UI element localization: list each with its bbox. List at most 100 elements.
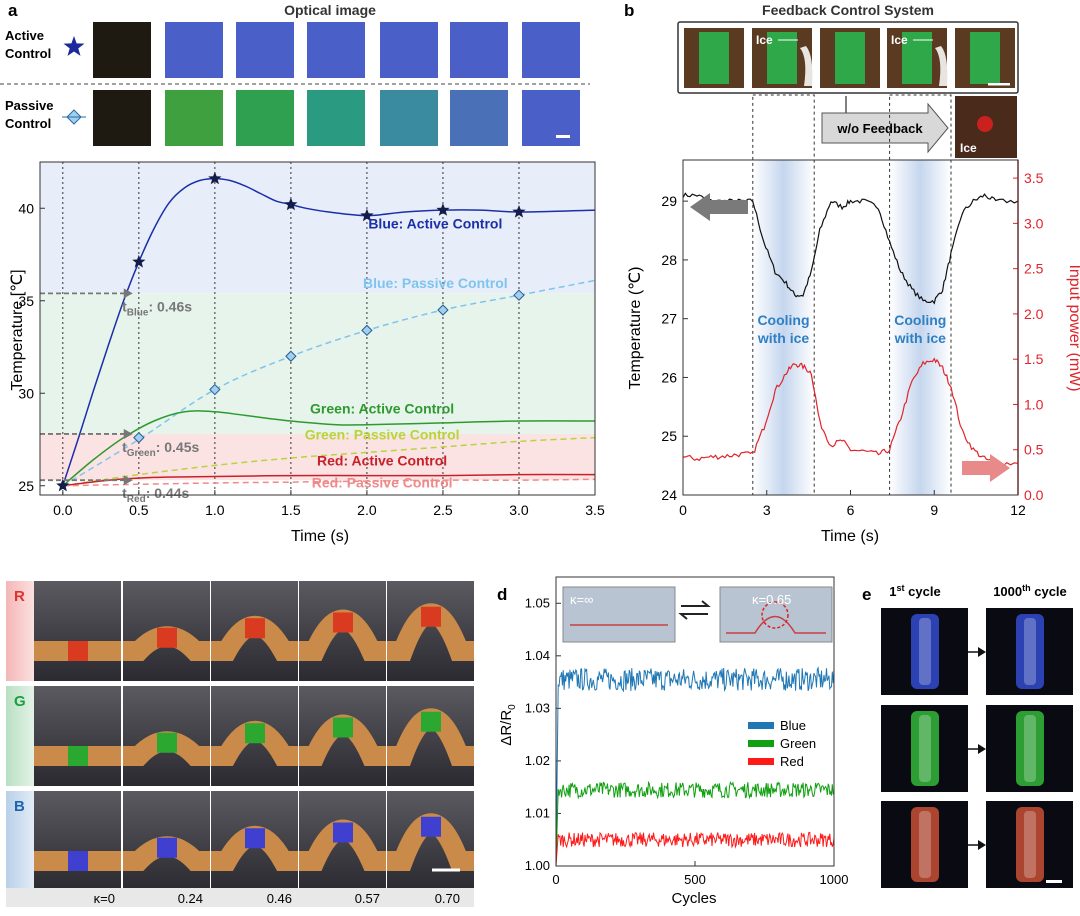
response-time-label: tBlue: 0.46s [122, 298, 192, 318]
panel-label-d: d [497, 585, 507, 604]
series-line [555, 831, 835, 867]
swatch-passive [307, 90, 365, 146]
y-tick-label: 30 [18, 385, 34, 401]
y-tick-label: 29 [661, 193, 677, 209]
swatch-active [236, 22, 294, 78]
arrowhead-icon [123, 428, 133, 439]
y2-tick-label: 2.0 [1024, 306, 1044, 322]
x-tick-label: 6 [847, 502, 855, 518]
plot-a-xlabel: Time (s) [291, 528, 349, 545]
y-tick-label: 26 [661, 369, 677, 385]
y-tick-label: 28 [661, 252, 677, 268]
y2-tick-label: 0.5 [1024, 442, 1044, 458]
plot-a-frame [39, 161, 596, 496]
swatch-passive [380, 90, 438, 146]
diamond-marker [437, 304, 449, 316]
y2-tick-label: 0.0 [1024, 487, 1044, 503]
glow-stripe [1016, 614, 1044, 689]
cooling-region [889, 160, 951, 495]
x-tick-label: 0 [552, 872, 559, 887]
feedback-photo-green-square [902, 32, 932, 84]
x-tick-label: 2.5 [433, 502, 453, 518]
glow-stripe [911, 711, 939, 786]
feedback-photo-green-square [767, 32, 797, 84]
x-tick-label: 0.5 [129, 502, 149, 518]
scale-bar [1046, 880, 1062, 883]
ice-label: Ice [756, 33, 773, 47]
band-blueband [40, 162, 595, 294]
series-label: Green: Active Control [310, 401, 454, 417]
diamond-marker [133, 431, 145, 444]
passive-label-line1: Passive [5, 98, 53, 113]
series-line [682, 192, 1019, 305]
kappa-label: 0.57 [355, 891, 380, 906]
passive-label-line2: Control [5, 116, 51, 131]
legend-swatch [748, 722, 774, 729]
response-time-label: tGreen: 0.45s [122, 439, 199, 459]
feedback-photo-green-square [699, 32, 729, 84]
y2-tick-label: 3.0 [1024, 215, 1044, 231]
series-label: Green: Passive Control [305, 427, 460, 443]
arrow-right-icon [978, 840, 986, 850]
kappa-label: κ=0 [94, 891, 115, 906]
arrow-right-icon [978, 647, 986, 657]
y-tick-label: 1.03 [525, 700, 550, 715]
series-line [62, 436, 596, 487]
series-label: Blue: Passive Control [363, 275, 508, 291]
legend-label: Green [780, 736, 816, 751]
panel-label-a: a [8, 1, 18, 20]
swatch-active [93, 22, 151, 78]
glow-core [919, 715, 931, 782]
diamond-marker [209, 383, 221, 396]
swatch-passive [93, 90, 151, 146]
cooling-label: Cooling [757, 312, 809, 328]
x-tick-label: 2.0 [357, 502, 377, 518]
swatch-passive [450, 90, 508, 146]
swatch-active [450, 22, 508, 78]
row-label-R: R [14, 588, 25, 605]
glow-stripe [1016, 807, 1044, 882]
cooling-label: with ice [894, 330, 947, 346]
glow-stripe [1016, 711, 1044, 786]
left-axis-arrow-icon [690, 193, 748, 221]
star-marker [436, 203, 450, 216]
inset-flat-label: κ=∞ [570, 592, 593, 607]
series-line [555, 780, 835, 867]
x-tick-label: 12 [1010, 502, 1026, 518]
header-first-cycle: 1st cycle [889, 583, 940, 599]
ice-label: Ice [891, 33, 908, 47]
kappa-label: 0.46 [267, 891, 292, 906]
kappa-strip [6, 888, 474, 907]
feedback-photo-green-square [835, 32, 865, 84]
header-last-cycle: 1000th cycle [993, 583, 1067, 599]
inset-bent-label: κ=0.65 [752, 592, 791, 607]
diamond-marker [361, 324, 373, 337]
feedback-arrow-label: w/o Feedback [836, 121, 923, 136]
panel-label-e: e [862, 585, 871, 604]
legend-swatch [748, 740, 774, 747]
arrowhead-icon [123, 475, 133, 486]
star-marker [132, 254, 146, 268]
x-tick-label: 0.0 [53, 502, 73, 518]
response-time-label: tRed: 0.44s [122, 485, 189, 505]
series-line [62, 478, 596, 487]
y-tick-label: 40 [18, 200, 34, 216]
swatch-passive [522, 90, 580, 146]
y2-tick-label: 1.5 [1024, 351, 1044, 367]
plot-d-xlabel: Cycles [671, 890, 716, 907]
plot-b-xlabel: Time (s) [821, 528, 879, 545]
glow-core [1024, 715, 1036, 782]
row-tab-B [6, 791, 34, 891]
legend-label: Red [780, 754, 804, 769]
arrow-right-icon [978, 744, 986, 754]
feedback-title: Feedback Control System [762, 2, 934, 18]
swatch-active [522, 22, 580, 78]
x-tick-label: 9 [930, 502, 938, 518]
panel-label-b: b [624, 1, 634, 20]
y-tick-label: 1.00 [525, 858, 550, 873]
scale-bar [988, 83, 1010, 86]
x-tick-label: 3.5 [585, 502, 605, 518]
y2-tick-label: 1.0 [1024, 396, 1044, 412]
series-line [555, 666, 835, 867]
row-label-B: B [14, 798, 25, 815]
